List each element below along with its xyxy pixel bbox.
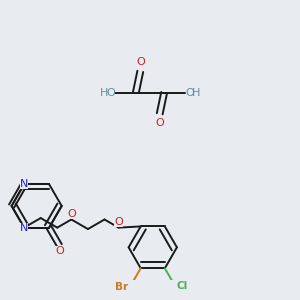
Text: O: O (185, 88, 194, 98)
Text: Br: Br (115, 282, 128, 292)
Text: H: H (100, 88, 108, 98)
Text: O: O (106, 88, 115, 98)
Text: N: N (20, 223, 28, 232)
Text: O: O (136, 57, 145, 67)
Text: Cl: Cl (177, 281, 188, 291)
Text: O: O (67, 209, 76, 219)
Text: O: O (55, 246, 64, 256)
Text: N: N (20, 179, 28, 189)
Text: O: O (114, 217, 123, 227)
Text: H: H (192, 88, 200, 98)
Text: O: O (155, 118, 164, 128)
